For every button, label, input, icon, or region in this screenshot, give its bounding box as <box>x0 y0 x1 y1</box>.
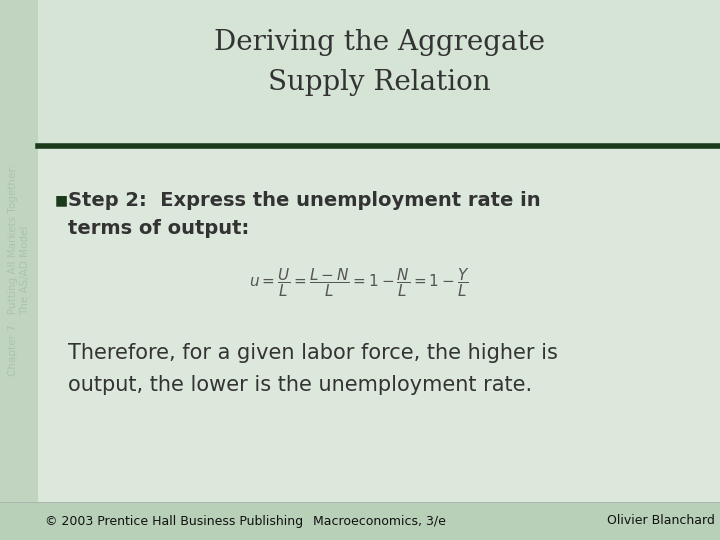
FancyBboxPatch shape <box>38 0 720 540</box>
Text: output, the lower is the unemployment rate.: output, the lower is the unemployment ra… <box>68 375 532 395</box>
Text: Deriving the Aggregate: Deriving the Aggregate <box>214 29 544 56</box>
Text: Olivier Blanchard: Olivier Blanchard <box>607 515 715 528</box>
Text: Chapter 7:  Putting All Markets Together:
The AS/AD Model: Chapter 7: Putting All Markets Together:… <box>8 164 30 376</box>
Text: Step 2:  Express the unemployment rate in: Step 2: Express the unemployment rate in <box>68 191 541 210</box>
Text: Macroeconomics, 3/e: Macroeconomics, 3/e <box>312 515 446 528</box>
FancyBboxPatch shape <box>38 0 720 148</box>
Text: terms of output:: terms of output: <box>68 219 249 238</box>
FancyBboxPatch shape <box>0 0 38 540</box>
Text: Supply Relation: Supply Relation <box>268 69 490 96</box>
FancyBboxPatch shape <box>0 502 720 540</box>
Text: ■: ■ <box>55 193 68 207</box>
Text: Therefore, for a given labor force, the higher is: Therefore, for a given labor force, the … <box>68 343 558 363</box>
Text: © 2003 Prentice Hall Business Publishing: © 2003 Prentice Hall Business Publishing <box>45 515 303 528</box>
Text: $u = \dfrac{U}{L} = \dfrac{L-N}{L} = 1 - \dfrac{N}{L} = 1 - \dfrac{Y}{L}$: $u = \dfrac{U}{L} = \dfrac{L-N}{L} = 1 -… <box>248 267 469 299</box>
